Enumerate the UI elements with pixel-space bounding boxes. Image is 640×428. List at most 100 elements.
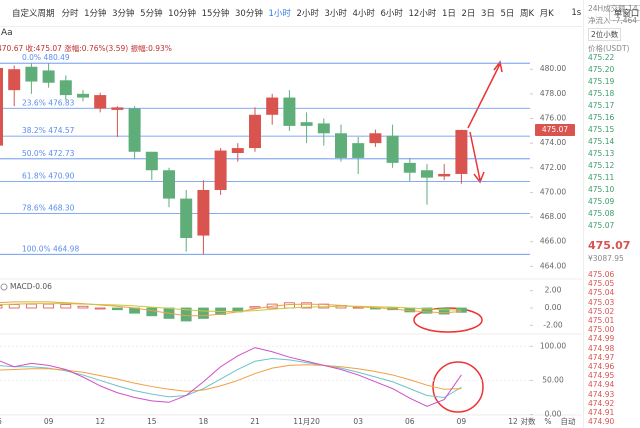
- x-tick-label: 06: [405, 417, 415, 426]
- speed[interactable]: 1s: [571, 8, 582, 18]
- series-line: [0, 303, 462, 312]
- candle-body: [180, 198, 193, 239]
- candle-body: [25, 66, 38, 82]
- y-tick-label: 474.00: [540, 138, 566, 147]
- period-button[interactable]: 30分钟: [235, 9, 263, 19]
- macd-bar: [146, 307, 158, 317]
- y-tick-label: 472.00: [540, 163, 566, 172]
- bid-price: 475.04: [588, 288, 615, 298]
- candle-body: [111, 107, 124, 110]
- ask-price: 475.17: [588, 101, 615, 110]
- axis-option: 自动: [561, 416, 576, 426]
- bid-price: 475.00: [588, 325, 615, 335]
- ask-price: 475.13: [588, 149, 615, 158]
- quote: 470.67 收:475.07 涨幅:0.76%(3.59) 振幅:0.93%: [0, 44, 172, 53]
- bid-price: 474.95: [588, 371, 615, 381]
- ask-price: 475.07: [588, 221, 615, 230]
- last-price-label: 475.07: [542, 125, 568, 134]
- candle-body: [163, 170, 175, 199]
- y-tick-label: 476.00: [540, 113, 566, 122]
- period-button[interactable]: 10分钟: [168, 9, 196, 19]
- period-button[interactable]: 5日: [500, 9, 515, 19]
- y-tick-label: 2.00: [545, 286, 562, 295]
- series-line: [0, 358, 462, 399]
- bid-price: 474.93: [588, 389, 615, 399]
- ask-price: 475.22: [588, 53, 615, 62]
- bid-price: 474.97: [588, 352, 615, 362]
- period-button[interactable]: 15分钟: [201, 9, 230, 19]
- y-tick-label: 464.00: [540, 261, 566, 270]
- bid-price: 475.01: [588, 316, 615, 325]
- y-tick-label: 100.00: [540, 341, 566, 350]
- candle-body: [421, 170, 433, 178]
- ask-price: 475.10: [588, 185, 615, 194]
- ask-price: 475.14: [588, 137, 615, 146]
- macd-bar: [94, 307, 106, 310]
- candle-body: [386, 135, 399, 163]
- period-button[interactable]: 月K: [539, 9, 554, 19]
- decimals[interactable]: 2位小数: [588, 28, 622, 41]
- fib-label: 100.0% 464.98: [22, 244, 79, 253]
- macd-bar: [60, 304, 72, 309]
- macd-bar: [438, 307, 450, 315]
- candle-body: [197, 189, 210, 236]
- bid-price: 474.96: [588, 362, 615, 371]
- x-tick-label: 15: [147, 417, 157, 426]
- inflow: 净流入 -7,464: [588, 16, 638, 25]
- ask-price: 475.09: [588, 197, 615, 206]
- ask-price: 475.08: [588, 209, 615, 218]
- fib-label: 38.2% 474.57: [22, 126, 75, 135]
- ask-price: 475.20: [588, 65, 615, 74]
- period-button[interactable]: 2小时: [296, 9, 319, 19]
- custom-period[interactable]: 自定义周期: [12, 9, 55, 19]
- series-line: [0, 301, 462, 317]
- period-button[interactable]: 周K: [520, 9, 535, 19]
- candle-body: [59, 80, 72, 96]
- x-tick-label: 18: [199, 417, 209, 426]
- candle-body: [266, 97, 279, 115]
- ask-price: 475.12: [588, 161, 615, 170]
- macd-bar: [421, 307, 433, 314]
- y-tick-label: 50.00: [542, 375, 564, 384]
- macd-bar: [77, 305, 89, 309]
- period-button[interactable]: 2日: [461, 9, 476, 19]
- period-button[interactable]: 分时: [61, 9, 79, 19]
- candle-body: [145, 151, 158, 171]
- period-button[interactable]: 3分钟: [112, 9, 135, 19]
- period-button[interactable]: 1分钟: [84, 9, 107, 19]
- fib-label: 78.6% 468.30: [22, 203, 75, 212]
- period-button[interactable]: 12小时: [408, 9, 437, 19]
- cny-price: ¥3087.95: [588, 254, 624, 263]
- y-tick-label: 480.00: [540, 64, 566, 73]
- period-button[interactable]: 1日: [441, 9, 456, 19]
- candle-body: [438, 173, 451, 177]
- last-price: 475.07: [588, 239, 631, 252]
- bid-price: 474.98: [588, 343, 615, 353]
- period-button[interactable]: 5分钟: [140, 9, 163, 19]
- fib-label: 0.0% 480.49: [22, 53, 70, 62]
- window-button[interactable]: 单窗口: [608, 5, 640, 21]
- period-button[interactable]: 3日: [480, 9, 495, 19]
- ask-price: 475.16: [588, 113, 615, 122]
- y-tick-label: 0.00: [545, 303, 562, 312]
- ask-price: 475.19: [588, 77, 615, 86]
- y-tick-label: 0.00: [545, 410, 562, 419]
- period-button[interactable]: 1小时: [268, 9, 291, 19]
- macd-bar: [249, 306, 261, 309]
- period-button[interactable]: 4小时: [352, 9, 375, 19]
- candle-body: [77, 93, 89, 98]
- candle-body: [94, 95, 107, 109]
- annotation-arrows: [467, 60, 503, 184]
- candle-body: [128, 108, 141, 152]
- bid-price: 475.02: [588, 306, 615, 316]
- annotation-circle: [432, 361, 484, 413]
- period-button[interactable]: 3小时: [324, 9, 347, 19]
- macd-bar: [180, 307, 192, 322]
- series-line: [0, 347, 462, 407]
- indicator-icon: [0, 283, 8, 291]
- candle-body: [283, 97, 296, 126]
- font-button[interactable]: Aa: [1, 28, 13, 38]
- period-button[interactable]: 6小时: [380, 9, 403, 19]
- candle-body: [214, 150, 227, 190]
